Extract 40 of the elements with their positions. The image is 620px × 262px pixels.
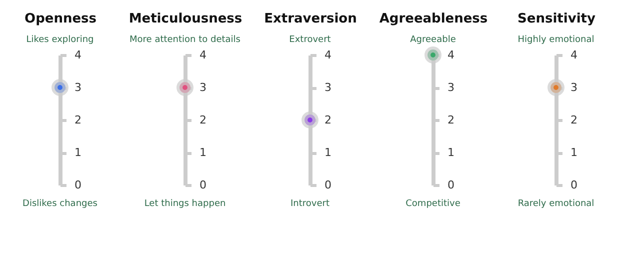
- x-tick-label: Extraversion: [264, 12, 357, 26]
- y-tick-label: 2: [570, 114, 578, 126]
- y-tick-label: 0: [324, 178, 332, 192]
- y-tick-label: 4: [200, 48, 206, 62]
- y-tick-label: 1: [448, 146, 454, 159]
- text: Agreeable: [410, 35, 456, 45]
- y-tick-label: 4: [570, 48, 578, 62]
- y-tick-label: 0: [200, 178, 206, 192]
- y-tick-label: 2: [324, 114, 332, 126]
- text: Dislikes changes: [22, 199, 98, 209]
- y-tick-label: 2: [74, 114, 82, 126]
- y-tick-label: 3: [74, 81, 82, 94]
- x-tick-label: Agreeableness: [379, 12, 488, 26]
- y-tick-label: 4: [448, 48, 454, 62]
- y-tick-label: 2: [448, 114, 454, 126]
- y-tick-label: 3: [324, 81, 332, 94]
- y-tick-label: 4: [74, 48, 82, 62]
- text: Extrovert: [289, 35, 332, 45]
- y-tick-label: 3: [200, 81, 206, 94]
- x-tick-label: Meticulousness: [128, 12, 242, 26]
- y-tick-label: 1: [570, 146, 578, 159]
- x-tick-label: Sensitivity: [518, 12, 596, 26]
- y-tick-label: 2: [200, 114, 206, 126]
- y-tick-label: 1: [74, 146, 82, 159]
- text: Rarely emotional: [518, 199, 594, 209]
- y-tick-label: 0: [448, 178, 454, 192]
- text: Introvert: [290, 199, 330, 209]
- y-tick-label: 3: [570, 81, 578, 94]
- y-tick-label: 0: [74, 178, 82, 192]
- y-tick-label: 3: [448, 81, 454, 94]
- text: Competitive: [406, 199, 461, 209]
- text: Let things happen: [144, 199, 226, 209]
- y-tick-label: 4: [324, 48, 332, 62]
- text: More attention to details: [130, 35, 241, 45]
- text: Likes exploring: [26, 35, 94, 45]
- y-tick-label: 1: [324, 146, 332, 159]
- x-tick-label: Openness: [24, 12, 97, 26]
- text: Highly emotional: [518, 35, 594, 45]
- y-tick-label: 1: [200, 146, 206, 159]
- y-tick-label: 0: [570, 178, 578, 192]
